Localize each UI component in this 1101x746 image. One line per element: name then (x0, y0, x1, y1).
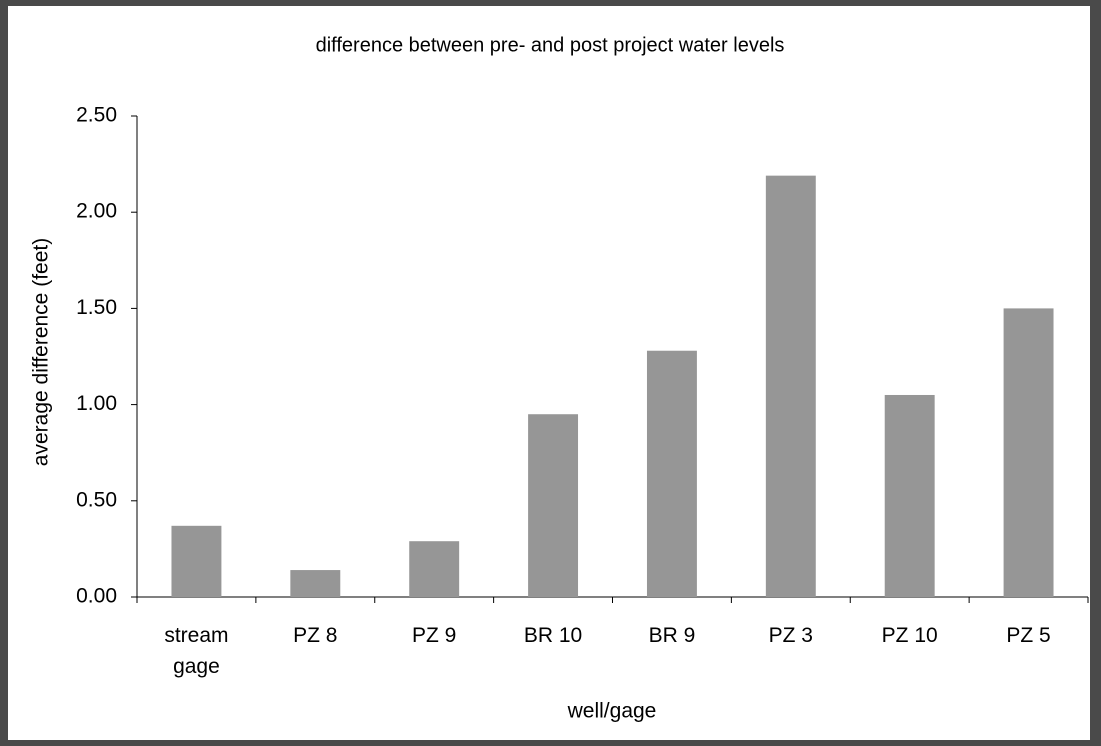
bar (528, 414, 579, 597)
x-tick-label: BR 10 (523, 624, 583, 647)
y-tick-label: 0.50 (76, 488, 117, 511)
y-tick-label: 1.00 (76, 392, 117, 415)
y-tick-label: 2.50 (76, 104, 117, 127)
chart-title: difference between pre- and post project… (316, 34, 785, 56)
x-tick-label: PZ 8 (293, 624, 338, 647)
y-tick-label: 2.00 (76, 200, 117, 223)
x-axis-label: well/gage (567, 700, 657, 723)
y-tick-label: 0.00 (76, 585, 117, 608)
bar (409, 541, 460, 597)
bar (171, 525, 222, 597)
y-tick-label: 1.50 (76, 296, 117, 319)
y-axis-label: average difference (feet) (30, 238, 53, 466)
bar (765, 175, 816, 598)
x-tick-label: BR 9 (648, 624, 696, 647)
bar (1003, 308, 1054, 597)
chart-background (8, 6, 1090, 740)
x-tick-label: PZ 9 (412, 624, 457, 647)
x-tick-label: PZ 3 (768, 624, 813, 647)
x-tick-label: stream gage (164, 624, 229, 678)
bar (646, 350, 697, 597)
bar (884, 394, 935, 597)
bar (290, 570, 341, 597)
x-tick-label: PZ 10 (881, 624, 938, 647)
x-tick-label: PZ 5 (1006, 624, 1051, 647)
